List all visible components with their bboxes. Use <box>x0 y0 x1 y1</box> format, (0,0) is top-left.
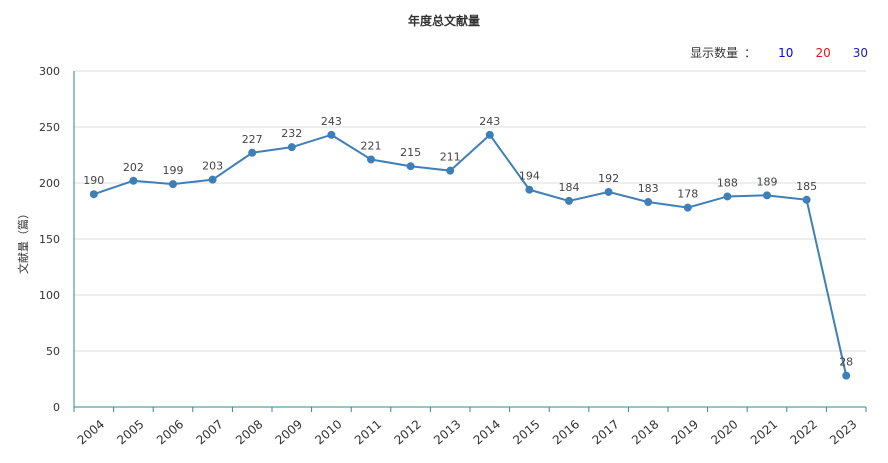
data-point <box>565 196 573 205</box>
y-axis-label: 文献量（篇） <box>16 208 30 274</box>
chart-title: 年度总文献量 <box>407 14 480 28</box>
x-tick-label: 2011 <box>352 417 384 447</box>
data-points <box>89 130 851 380</box>
y-tick-label: 250 <box>39 121 60 134</box>
display-count-selector: 显示数量 ： 10 20 30 <box>690 44 868 61</box>
data-label: 232 <box>281 127 302 140</box>
x-tick-label: 2017 <box>590 417 622 447</box>
data-point <box>802 195 811 204</box>
y-tick-label: 150 <box>39 233 60 246</box>
data-point <box>248 148 257 157</box>
y-tick-label: 100 <box>39 289 60 302</box>
data-label: 28 <box>839 356 853 369</box>
x-tick-label: 2019 <box>669 417 701 447</box>
data-label: 202 <box>123 161 144 174</box>
data-label: 211 <box>440 151 461 164</box>
x-tick-label: 2018 <box>629 417 661 447</box>
data-label: 184 <box>559 181 580 194</box>
data-label: 221 <box>361 139 382 152</box>
count-option-20[interactable]: 20 <box>815 45 831 60</box>
data-point <box>842 371 851 380</box>
data-label: 188 <box>717 176 738 189</box>
x-tick-label: 2016 <box>550 417 582 447</box>
x-tick-label: 2022 <box>788 417 820 447</box>
x-tick-label: 2012 <box>392 417 424 447</box>
data-label: 192 <box>598 172 619 185</box>
y-tick-label: 200 <box>39 177 60 190</box>
data-point <box>287 143 296 152</box>
x-tick-label: 2020 <box>708 417 740 447</box>
x-tick-label: 2004 <box>75 417 107 447</box>
display-count-colon: ： <box>744 46 757 60</box>
data-label: 189 <box>757 175 778 188</box>
grid-lines <box>74 70 866 352</box>
data-point <box>763 191 771 200</box>
x-tick-label: 2023 <box>827 417 859 447</box>
data-label: 215 <box>400 146 421 159</box>
data-label: 199 <box>163 164 184 177</box>
data-point <box>604 187 613 196</box>
x-tick-label: 2008 <box>233 417 265 447</box>
data-label: 203 <box>202 160 223 173</box>
data-labels: 190 202 199 203 227 232 243 221 215 211 243 194 184 1… <box>83 115 853 369</box>
data-point <box>327 130 336 139</box>
data-point <box>169 180 177 189</box>
x-tick-label: 2007 <box>194 417 226 447</box>
x-tick-label: 2013 <box>431 417 463 447</box>
x-tick-label: 2009 <box>273 417 305 447</box>
data-label: 243 <box>479 115 500 128</box>
data-label: 194 <box>519 170 540 183</box>
data-point <box>89 190 98 199</box>
y-tick-label: 50 <box>46 345 60 358</box>
x-tick-label: 2014 <box>471 417 503 447</box>
data-label: 183 <box>638 182 659 195</box>
data-point <box>446 166 455 175</box>
data-point <box>129 176 138 185</box>
x-tick-label: 2006 <box>154 417 186 447</box>
x-tick-label: 2015 <box>510 417 542 447</box>
y-axis-ticks: 0 50 100 150 200 250 300 <box>39 65 60 414</box>
data-label: 185 <box>796 180 817 193</box>
x-tick-label: 2005 <box>114 417 146 447</box>
data-point <box>406 162 415 171</box>
x-tick-label: 2010 <box>312 417 344 447</box>
series-line <box>93 133 848 376</box>
data-label: 178 <box>677 188 698 201</box>
data-point <box>525 185 534 194</box>
data-label: 190 <box>83 174 104 187</box>
data-label: 227 <box>242 133 263 146</box>
count-option-10[interactable]: 10 <box>778 45 794 60</box>
data-point <box>683 203 692 212</box>
display-count-label: 显示数量 <box>690 46 739 60</box>
data-point <box>485 130 494 139</box>
count-option-30[interactable]: 30 <box>852 45 868 60</box>
y-tick-label: 0 <box>53 401 60 414</box>
data-point <box>644 198 653 207</box>
data-point <box>723 192 732 201</box>
data-label: 243 <box>321 115 342 128</box>
series-polyline <box>93 133 848 376</box>
data-point <box>367 155 375 164</box>
x-tick-label: 2021 <box>748 417 780 447</box>
y-tick-label: 300 <box>39 65 60 78</box>
data-point <box>208 175 217 184</box>
